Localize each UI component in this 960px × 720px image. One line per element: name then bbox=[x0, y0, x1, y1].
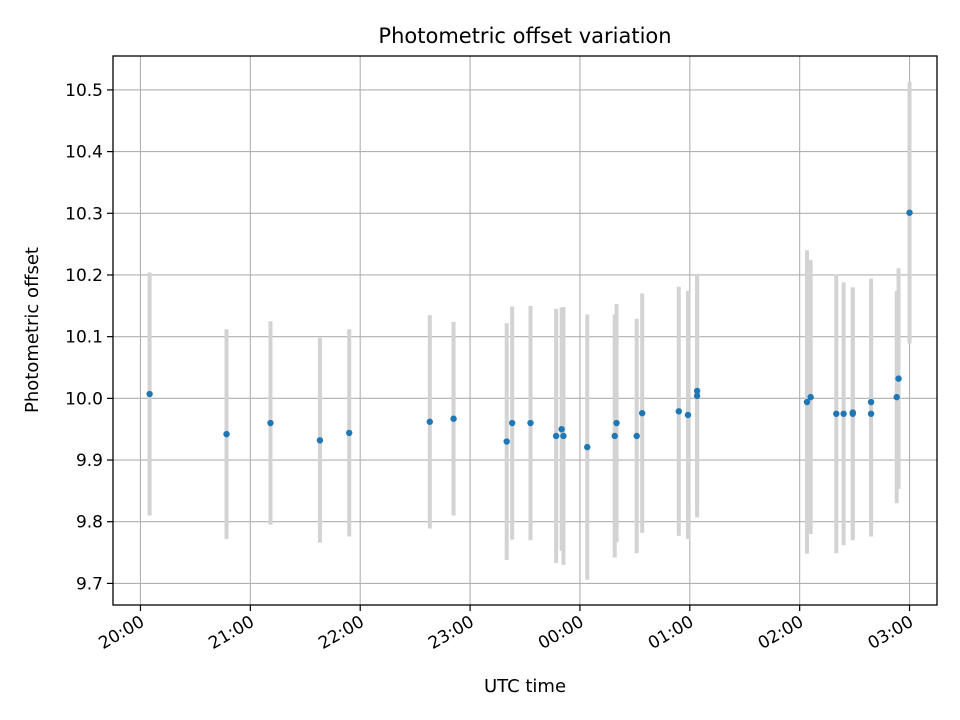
data-point bbox=[223, 430, 230, 438]
y-tick-label: 9.8 bbox=[76, 513, 103, 533]
x-axis-label: UTC time bbox=[484, 676, 566, 697]
y-tick-label: 10.5 bbox=[65, 81, 103, 101]
data-point bbox=[508, 419, 516, 427]
y-tick-label: 10.3 bbox=[65, 204, 103, 224]
data-point bbox=[906, 209, 913, 216]
data-point bbox=[527, 419, 534, 427]
y-tick-label: 9.7 bbox=[76, 574, 103, 594]
y-tick-label: 9.9 bbox=[76, 451, 103, 471]
plot-frame bbox=[112, 55, 938, 606]
data-point bbox=[450, 415, 457, 422]
data-point bbox=[675, 408, 683, 415]
data-point bbox=[584, 443, 591, 451]
data-point bbox=[638, 409, 646, 417]
data-points bbox=[146, 209, 913, 451]
data-point bbox=[807, 393, 814, 401]
chart-title: Photometric offset variation bbox=[378, 24, 671, 48]
y-axis-ticks: 9.7 9.8 9.9 10.0 10.1 10.2 10.3 10.4 10.5 bbox=[65, 81, 113, 594]
data-point bbox=[552, 432, 560, 440]
y-tick-label: 10.4 bbox=[65, 143, 103, 163]
data-point bbox=[867, 410, 875, 417]
data-point bbox=[893, 393, 900, 401]
data-point bbox=[267, 419, 274, 427]
data-point bbox=[833, 410, 840, 417]
data-point bbox=[560, 432, 567, 440]
data-point bbox=[684, 411, 692, 419]
data-point bbox=[840, 410, 847, 417]
y-tick-label: 10.2 bbox=[65, 266, 103, 286]
y-tick-label: 10.1 bbox=[65, 328, 103, 348]
y-tick-label: 10.0 bbox=[65, 389, 103, 409]
data-point bbox=[693, 392, 701, 400]
data-point bbox=[426, 418, 433, 425]
data-point bbox=[693, 387, 701, 395]
data-point bbox=[867, 398, 875, 406]
data-point bbox=[613, 419, 620, 427]
data-point bbox=[316, 437, 324, 444]
y-axis-label: Photometric offset bbox=[22, 247, 43, 413]
data-point bbox=[633, 432, 640, 440]
data-point bbox=[849, 409, 856, 416]
data-point bbox=[503, 438, 510, 445]
data-point bbox=[346, 429, 353, 437]
data-point bbox=[558, 425, 565, 433]
data-point bbox=[895, 375, 902, 382]
data-point bbox=[803, 398, 811, 406]
data-point bbox=[146, 390, 153, 398]
data-point bbox=[611, 432, 618, 440]
